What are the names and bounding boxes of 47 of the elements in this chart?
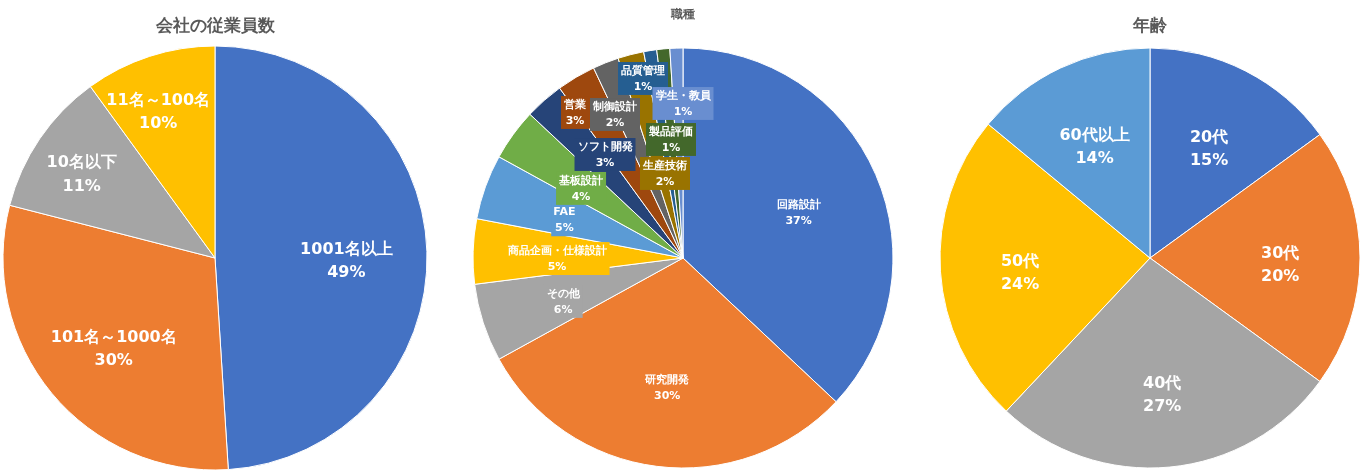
- slice-label: 40代: [1143, 372, 1182, 392]
- data-label: 10%: [139, 112, 178, 132]
- slice-label: 10名以下: [46, 152, 117, 172]
- slice-label: 営業: [564, 98, 586, 111]
- data-label: 27%: [1143, 395, 1182, 415]
- chart-title: 会社の従業員数: [154, 15, 276, 35]
- data-label: 1%: [661, 140, 681, 154]
- slice-label: FAE: [553, 205, 576, 219]
- chart-title: 職種: [670, 7, 695, 21]
- slice-label: 制御設計: [592, 100, 637, 113]
- slice-label: 回路設計: [776, 197, 821, 211]
- data-label: 3%: [565, 113, 585, 127]
- slice-label: その他: [546, 286, 581, 300]
- data-label: 5%: [555, 221, 574, 235]
- data-label: 6%: [553, 302, 573, 316]
- slice-label: 11名～100名: [106, 89, 211, 109]
- data-label: 24%: [1000, 274, 1040, 294]
- data-label: 30%: [654, 388, 681, 402]
- slice-label: 製品評価: [648, 125, 693, 138]
- slice-label: 30代: [1261, 243, 1300, 262]
- slice-label: 基板設計: [558, 173, 604, 187]
- data-label: 2%: [655, 174, 675, 188]
- chart-title: 年齢: [1132, 15, 1168, 35]
- data-label: 2%: [605, 115, 625, 129]
- slice-label: 研究開発: [644, 373, 691, 387]
- slice-label: 生産技術: [642, 159, 687, 172]
- data-label: 3%: [595, 155, 615, 169]
- slice-label: 学生・教員: [655, 89, 712, 102]
- slice-label: 50代: [1000, 251, 1040, 271]
- slice-label: 品質管理: [621, 64, 665, 77]
- data-label: 30%: [94, 349, 133, 369]
- data-label: 4%: [571, 189, 591, 203]
- data-label: 1%: [633, 79, 653, 93]
- data-label: 37%: [785, 213, 812, 227]
- slice-label: 20代: [1189, 126, 1229, 146]
- data-label: 49%: [327, 262, 366, 282]
- slice-label: ソフト開発: [577, 140, 634, 153]
- slice-label: 商品企画・仕様設計: [506, 244, 607, 258]
- data-label: 14%: [1075, 148, 1114, 168]
- data-label: 5%: [547, 259, 567, 273]
- data-label: 20%: [1261, 266, 1300, 286]
- slice-label: 1001名以上: [300, 238, 393, 258]
- data-label: 1%: [673, 104, 693, 118]
- slice-label: 60代以上: [1059, 125, 1130, 145]
- data-label: 15%: [1189, 150, 1229, 170]
- slice-label: 101名～1000名: [50, 326, 177, 346]
- data-label: 11%: [62, 175, 101, 195]
